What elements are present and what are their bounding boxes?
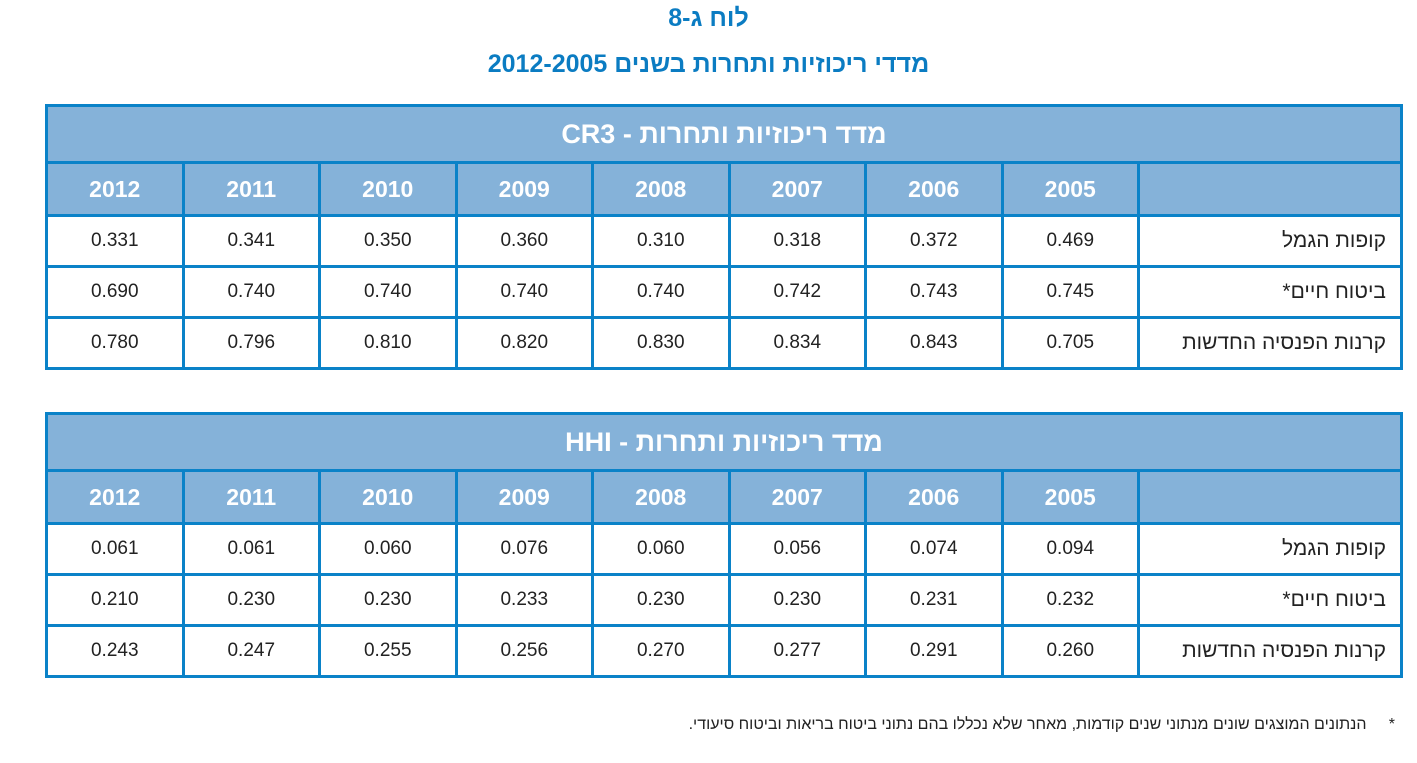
table-row: קרנות הפנסיה החדשות 0.705 0.843 0.834 0.830 0…: [45, 316, 1403, 370]
table-caption: מדד ריכוזיות ותחרות - HHI: [45, 412, 1403, 472]
year-header: 2009: [454, 161, 594, 217]
value-cell: 0.270: [591, 624, 731, 678]
row-label: קופות הגמל: [1137, 522, 1403, 576]
row-label: ביטוח חיים*: [1137, 573, 1403, 627]
value-cell: 0.830: [591, 316, 731, 370]
table-row: קופות הגמל 0.094 0.074 0.056 0.060 0.076 0.060…: [45, 522, 1403, 576]
table-caption: מדד ריכוזיות ותחרות - CR3: [45, 104, 1403, 164]
year-header: 2009: [454, 469, 594, 525]
year-header: 2005: [1000, 161, 1140, 217]
value-cell: 0.231: [864, 573, 1004, 627]
year-header: 2010: [318, 161, 458, 217]
value-cell: 0.230: [591, 573, 731, 627]
value-cell: 0.360: [454, 214, 594, 268]
footnote: * הנתונים המוצגים שונים מנתוני שנים קודמ…: [689, 716, 1395, 734]
value-cell: 0.843: [864, 316, 1004, 370]
value-cell: 0.277: [727, 624, 867, 678]
value-cell: 0.740: [318, 265, 458, 319]
year-header: 2011: [181, 161, 321, 217]
value-cell: 0.074: [864, 522, 1004, 576]
hhi-table: מדד ריכוזיות ותחרות - HHI 2005 2006 2007 200…: [45, 412, 1403, 678]
year-header: 2005: [1000, 469, 1140, 525]
value-cell: 0.094: [1000, 522, 1140, 576]
row-label: ביטוח חיים*: [1137, 265, 1403, 319]
year-header: 2011: [181, 469, 321, 525]
value-cell: 0.318: [727, 214, 867, 268]
year-header: 2006: [864, 469, 1004, 525]
value-cell: 0.740: [454, 265, 594, 319]
value-cell: 0.372: [864, 214, 1004, 268]
year-header: 2006: [864, 161, 1004, 217]
value-cell: 0.060: [318, 522, 458, 576]
value-cell: 0.350: [318, 214, 458, 268]
table-row: ביטוח חיים* 0.232 0.231 0.230 0.230 0.233 0.23…: [45, 573, 1403, 627]
value-cell: 0.232: [1000, 573, 1140, 627]
year-header: 2007: [727, 161, 867, 217]
year-header: 2007: [727, 469, 867, 525]
year-header: 2012: [45, 161, 185, 217]
cr3-table: מדד ריכוזיות ותחרות - CR3 2005 2006 2007 200…: [45, 104, 1403, 370]
value-cell: 0.256: [454, 624, 594, 678]
row-label: קופות הגמל: [1137, 214, 1403, 268]
value-cell: 0.255: [318, 624, 458, 678]
value-cell: 0.796: [181, 316, 321, 370]
value-cell: 0.834: [727, 316, 867, 370]
footnote-marker: *: [1388, 716, 1395, 733]
row-label: קרנות הפנסיה החדשות: [1137, 316, 1403, 370]
value-cell: 0.061: [181, 522, 321, 576]
value-cell: 0.743: [864, 265, 1004, 319]
table-number-title: לוח ג-8: [668, 4, 749, 32]
value-cell: 0.469: [1000, 214, 1140, 268]
value-cell: 0.243: [45, 624, 185, 678]
table-row: ביטוח חיים* 0.745 0.743 0.742 0.740 0.740 0.74…: [45, 265, 1403, 319]
year-header: 2008: [591, 161, 731, 217]
value-cell: 0.740: [181, 265, 321, 319]
value-cell: 0.740: [591, 265, 731, 319]
year-header: 2010: [318, 469, 458, 525]
value-cell: 0.780: [45, 316, 185, 370]
value-cell: 0.742: [727, 265, 867, 319]
footnote-text: הנתונים המוצגים שונים מנתוני שנים קודמות…: [688, 716, 1367, 733]
value-cell: 0.260: [1000, 624, 1140, 678]
value-cell: 0.056: [727, 522, 867, 576]
value-cell: 0.247: [181, 624, 321, 678]
value-cell: 0.705: [1000, 316, 1140, 370]
year-header: 2012: [45, 469, 185, 525]
value-cell: 0.230: [181, 573, 321, 627]
value-cell: 0.076: [454, 522, 594, 576]
value-cell: 0.820: [454, 316, 594, 370]
value-cell: 0.291: [864, 624, 1004, 678]
value-cell: 0.310: [591, 214, 731, 268]
year-header: 2008: [591, 469, 731, 525]
value-cell: 0.230: [727, 573, 867, 627]
value-cell: 0.690: [45, 265, 185, 319]
row-label-header: [1137, 161, 1403, 217]
value-cell: 0.233: [454, 573, 594, 627]
value-cell: 0.341: [181, 214, 321, 268]
value-cell: 0.810: [318, 316, 458, 370]
table-row: קופות הגמל 0.469 0.372 0.318 0.310 0.360 0.350…: [45, 214, 1403, 268]
value-cell: 0.060: [591, 522, 731, 576]
row-label: קרנות הפנסיה החדשות: [1137, 624, 1403, 678]
table-row: קרנות הפנסיה החדשות 0.260 0.291 0.277 0.270 0…: [45, 624, 1403, 678]
value-cell: 0.210: [45, 573, 185, 627]
value-cell: 0.061: [45, 522, 185, 576]
value-cell: 0.331: [45, 214, 185, 268]
table-subtitle: מדדי ריכוזיות ותחרות בשנים 2012-2005: [487, 50, 930, 78]
value-cell: 0.230: [318, 573, 458, 627]
value-cell: 0.745: [1000, 265, 1140, 319]
row-label-header: [1137, 469, 1403, 525]
